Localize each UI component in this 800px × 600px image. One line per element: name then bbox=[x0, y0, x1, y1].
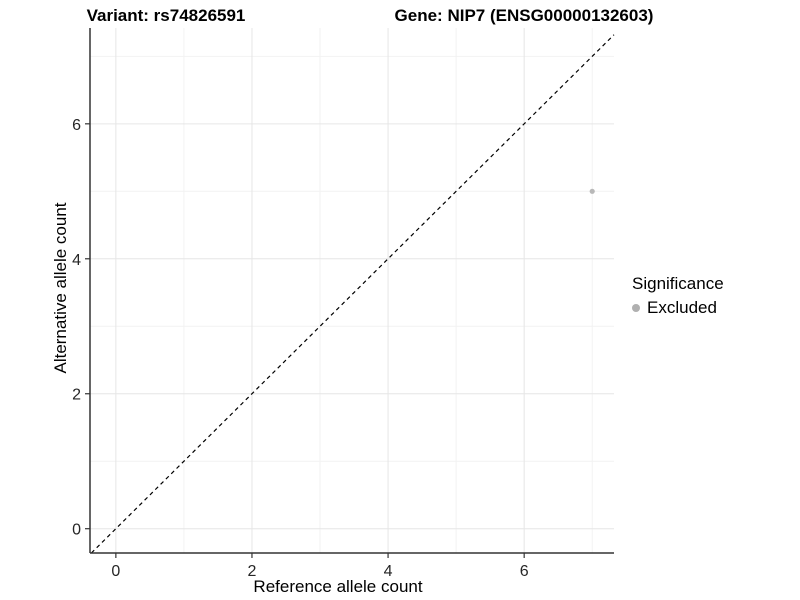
x-axis-title: Reference allele count bbox=[253, 577, 423, 596]
x-tick-label: 6 bbox=[520, 563, 529, 580]
legend-title: Significance bbox=[632, 274, 724, 293]
plot-title-gene: Gene: NIP7 (ENSG00000132603) bbox=[394, 6, 654, 25]
legend-item-label: Excluded bbox=[647, 298, 717, 317]
x-tick-label: 2 bbox=[248, 563, 257, 580]
y-tick-label: 4 bbox=[72, 252, 81, 269]
legend-item-excluded: Excluded bbox=[632, 298, 724, 318]
plot-title-variant: Variant: rs74826591 bbox=[86, 6, 246, 25]
y-axis-title: Alternative allele count bbox=[51, 202, 70, 374]
y-tick-label: 2 bbox=[72, 387, 81, 404]
y-tick-label: 0 bbox=[72, 522, 81, 539]
legend-marker-circle-icon bbox=[632, 304, 640, 312]
identity-line bbox=[90, 34, 615, 554]
y-tick-label: 6 bbox=[72, 117, 81, 134]
x-tick-label: 0 bbox=[111, 563, 120, 580]
legend: Significance Excluded bbox=[632, 274, 724, 318]
x-tick-label: 4 bbox=[384, 563, 393, 580]
data-point bbox=[589, 188, 595, 194]
